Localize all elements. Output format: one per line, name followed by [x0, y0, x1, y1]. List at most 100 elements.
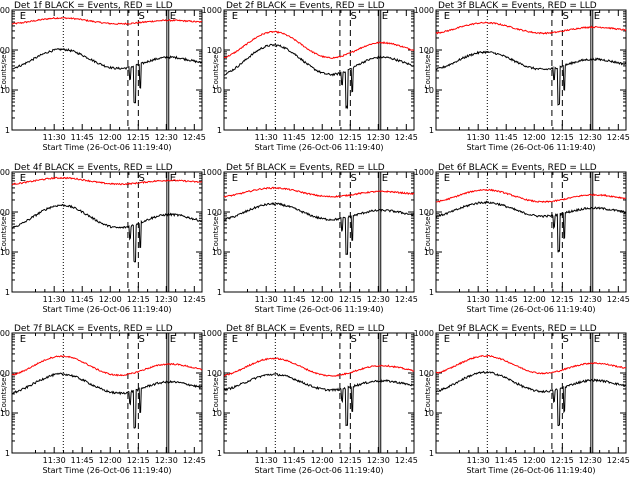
marker-label: E: [170, 11, 176, 22]
x-tick-label: 12:00: [311, 456, 334, 465]
x-tick-label: 12:00: [99, 133, 122, 142]
events-series-line: [11, 203, 203, 263]
x-tick-label: 11:45: [495, 295, 518, 304]
x-tick-label: 12:15: [127, 295, 150, 304]
panel-title: Det 6f BLACK = Events, RED = LLD: [438, 163, 597, 173]
marker-label: S: [350, 173, 356, 184]
y-tick-label: 100: [207, 369, 222, 378]
panel-2: Det 2f BLACK = Events, RED = LLD 1 10 100 10…: [202, 1, 418, 152]
y-tick-label: 1: [429, 449, 434, 458]
events-series-line: [11, 372, 203, 429]
marker-label: S: [350, 334, 356, 345]
y-tick-label: 100: [419, 46, 434, 55]
y-tick-label: 1: [429, 126, 434, 135]
marker-label: E: [444, 334, 450, 345]
y-tick-label: 1: [217, 126, 222, 135]
marker-label: S: [138, 173, 144, 184]
y-tick-label: 10: [424, 409, 434, 418]
plot-frame: [11, 171, 203, 293]
y-tick-label: 1000: [202, 168, 222, 177]
x-tick-label: 11:45: [495, 133, 518, 142]
lld-series-line: [11, 16, 203, 26]
x-tick-label: 11:30: [43, 295, 66, 304]
panel-title: Det 9f BLACK = Events, RED = LLD: [438, 324, 597, 334]
x-tick-label: 12:30: [155, 456, 178, 465]
y-tick-label: 10: [212, 86, 222, 95]
x-tick-label: 12:45: [183, 133, 206, 142]
x-tick-label: 12:45: [607, 456, 630, 465]
y-tick-label: 10: [0, 248, 10, 257]
panel-title: Det 7f BLACK = Events, RED = LLD: [14, 324, 173, 334]
marker-label: S: [350, 11, 356, 22]
x-tick-label: 12:45: [183, 295, 206, 304]
lld-series-line: [11, 354, 203, 377]
y-tick-label: 1000: [414, 6, 434, 15]
marker-label: E: [382, 173, 388, 184]
x-tick-label: 12:00: [523, 133, 546, 142]
x-tick-label: 11:30: [255, 295, 278, 304]
x-tick-label: 12:45: [395, 133, 418, 142]
x-tick-label: 12:30: [579, 133, 602, 142]
plot-frame: [11, 332, 203, 454]
y-tick-label: 1000: [0, 168, 10, 177]
x-tick-label: 11:45: [283, 133, 306, 142]
y-axis-label: Counts/sec: [0, 374, 8, 413]
y-tick-label: 100: [419, 369, 434, 378]
marker-label: E: [594, 11, 600, 22]
y-tick-label: 10: [0, 409, 10, 418]
x-tick-label: 12:45: [395, 456, 418, 465]
x-tick-label: 11:45: [283, 295, 306, 304]
panel-title: Det 3f BLACK = Events, RED = LLD: [438, 1, 597, 11]
y-tick-label: 1000: [414, 168, 434, 177]
x-tick-label: 12:15: [551, 133, 574, 142]
y-tick-label: 10: [212, 248, 222, 257]
marker-label: E: [444, 11, 450, 22]
marker-label: S: [138, 11, 144, 22]
lld-series-line: [435, 354, 627, 375]
lld-series-line: [223, 186, 415, 198]
marker-label: S: [562, 334, 568, 345]
x-tick-label: 12:45: [607, 133, 630, 142]
y-axis-label: Counts/sec: [424, 51, 432, 90]
marker-label: S: [562, 11, 568, 22]
plot-frame: [435, 171, 627, 293]
panel-7: Det 7f BLACK = Events, RED = LLD 1 10 100 10…: [0, 324, 206, 475]
y-tick-label: 100: [0, 369, 10, 378]
panel-6: Det 6f BLACK = Events, RED = LLD 1 10 100 10…: [414, 163, 630, 314]
lld-series-line: [435, 188, 627, 203]
y-tick-label: 1000: [202, 329, 222, 338]
y-tick-label: 1: [5, 126, 10, 135]
lld-series-line: [223, 357, 415, 377]
panel-9: Det 9f BLACK = Events, RED = LLD 1 10 100 10…: [414, 324, 630, 475]
y-tick-label: 1: [5, 449, 10, 458]
marker-label: E: [170, 173, 176, 184]
marker-label: E: [20, 334, 26, 345]
events-series-line: [436, 50, 627, 106]
x-tick-label: 12:00: [523, 295, 546, 304]
plot-frame: [223, 171, 415, 293]
x-tick-label: 12:00: [311, 133, 334, 142]
y-tick-label: 100: [207, 46, 222, 55]
y-tick-label: 100: [0, 208, 10, 217]
x-tick-label: 12:00: [99, 456, 122, 465]
marker-label: E: [20, 11, 26, 22]
events-series-line: [223, 373, 415, 427]
events-series-line: [435, 200, 627, 253]
x-tick-label: 12:30: [367, 456, 390, 465]
y-tick-label: 1: [5, 288, 10, 297]
x-tick-label: 12:30: [579, 456, 602, 465]
y-tick-label: 1000: [414, 329, 434, 338]
marker-label: S: [562, 173, 568, 184]
x-tick-label: 12:15: [127, 133, 150, 142]
marker-label: E: [232, 334, 238, 345]
panel-1: Det 1f BLACK = Events, RED = LLD 1 10 100 10…: [0, 1, 206, 152]
x-axis-label: Start Time (26-Oct-06 11:19:40): [254, 143, 383, 152]
marker-label: E: [444, 173, 450, 184]
x-tick-label: 11:30: [255, 133, 278, 142]
panel-title: Det 5f BLACK = Events, RED = LLD: [226, 163, 385, 173]
y-axis-label: Counts/sec: [212, 374, 220, 413]
marker-label: E: [170, 334, 176, 345]
y-axis-label: Counts/sec: [212, 213, 220, 252]
y-axis-label: Counts/sec: [0, 213, 8, 252]
